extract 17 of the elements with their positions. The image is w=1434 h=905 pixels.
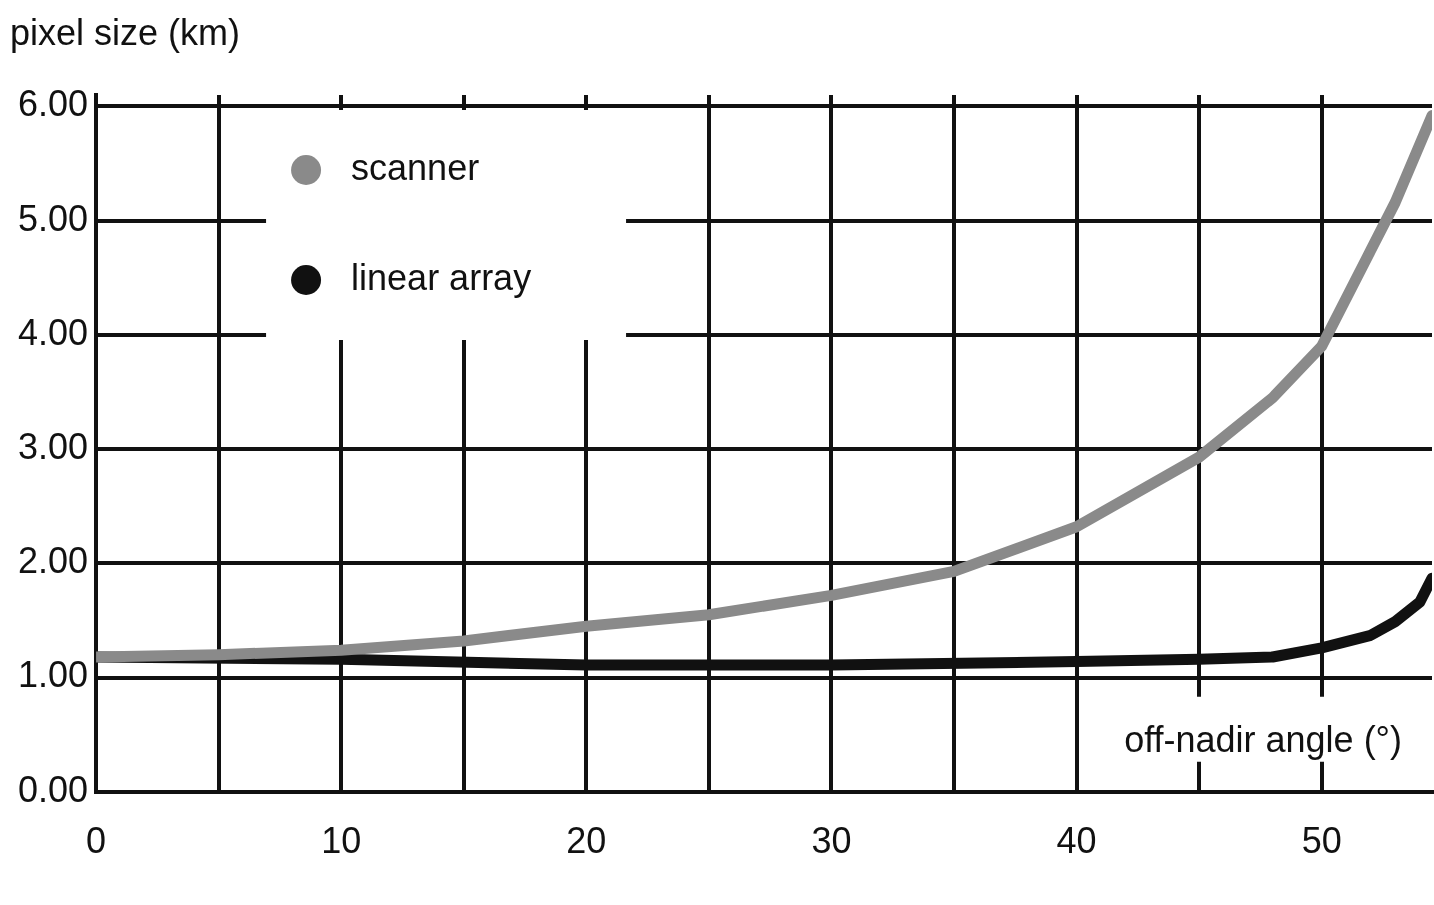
x-tick-label: 30	[811, 820, 852, 862]
legend-label: linear array	[351, 256, 532, 298]
x-tick-label: 20	[566, 820, 607, 862]
x-tick-label: 10	[321, 820, 362, 862]
y-tick-label: 3.00	[17, 426, 89, 468]
x-tick-label: 40	[1056, 820, 1097, 862]
legend-label: scanner	[351, 146, 480, 188]
y-tick-label: 6.00	[17, 83, 89, 125]
x-axis-title: off-nadir angle (°)	[1124, 718, 1402, 760]
x-tick-label: 50	[1301, 820, 1342, 862]
y-tick-label: 4.00	[17, 311, 89, 353]
y-tick-label: 1.00	[17, 654, 89, 696]
y-tick-label: 0.00	[17, 768, 89, 810]
x-tick-label: 0	[86, 820, 107, 862]
y-axis-title: pixel size (km)	[10, 12, 241, 53]
y-tick-label: 2.00	[17, 540, 89, 582]
y-tick-label: 5.00	[17, 197, 89, 239]
